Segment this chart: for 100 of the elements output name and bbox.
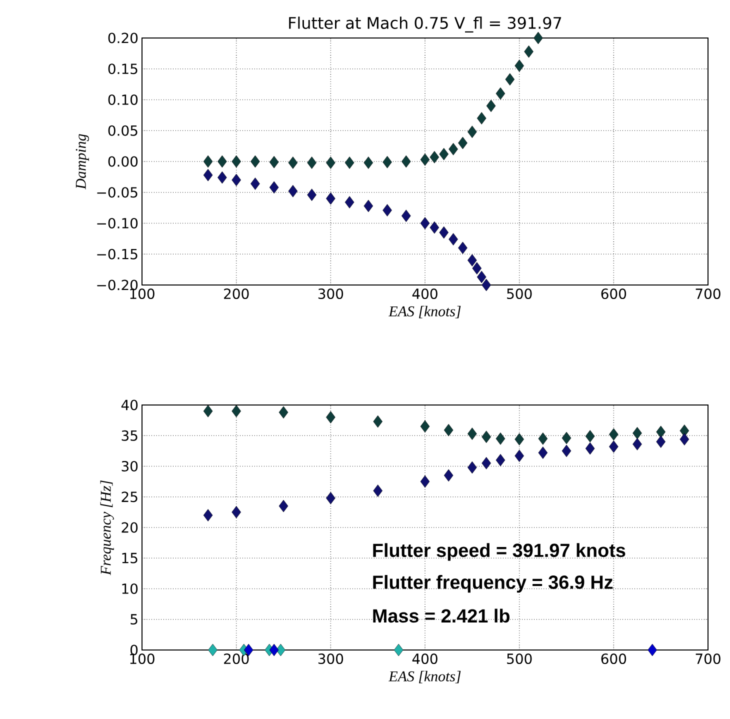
point	[468, 254, 477, 266]
point	[514, 450, 524, 462]
point	[468, 461, 477, 474]
point	[208, 644, 218, 656]
point	[420, 217, 430, 230]
point	[344, 196, 354, 208]
x-tick-label: 200	[224, 653, 249, 664]
point	[269, 181, 279, 194]
point	[288, 184, 298, 198]
y-axis-title: Frequency [Hz]	[100, 480, 114, 576]
point	[472, 262, 482, 274]
point	[278, 500, 288, 512]
y-tick-label: 10	[122, 583, 138, 594]
point	[307, 156, 316, 169]
point	[468, 428, 477, 440]
point	[458, 136, 468, 150]
x-axis-title: EAS [knots]	[388, 306, 461, 318]
point	[203, 168, 213, 182]
y-tick-label: 0.15	[108, 64, 138, 74]
annotation: Flutter speed = 391.97 knots	[373, 543, 626, 561]
x-tick-label: 700	[696, 653, 720, 664]
point	[373, 415, 382, 428]
y-tick-label: 15	[122, 552, 138, 564]
point	[250, 155, 260, 168]
point	[326, 492, 336, 504]
point	[632, 427, 642, 440]
point	[496, 432, 506, 445]
x-tick-label: 600	[601, 653, 626, 664]
point	[656, 436, 666, 448]
point	[278, 406, 288, 418]
x-tick-label: 500	[507, 653, 532, 664]
x-tick-label: 100	[130, 288, 154, 300]
point	[585, 430, 595, 442]
point	[648, 644, 658, 656]
y-tick-label: 5	[130, 614, 138, 625]
point	[609, 440, 618, 453]
point	[482, 430, 491, 443]
point	[218, 155, 227, 168]
point	[496, 87, 506, 100]
x-tick-label: 700	[696, 288, 720, 300]
point	[444, 424, 454, 436]
point	[382, 204, 392, 216]
point	[534, 32, 543, 44]
x-tick-label: 200	[224, 288, 249, 300]
point	[232, 404, 241, 418]
point	[476, 112, 486, 124]
point	[524, 45, 534, 58]
point	[448, 142, 458, 156]
y-tick-label: 0.00	[108, 156, 138, 167]
point	[373, 484, 382, 497]
point	[420, 475, 430, 488]
point	[468, 126, 477, 138]
point	[439, 148, 449, 160]
x-tick-label: 300	[318, 653, 344, 664]
point	[444, 469, 454, 482]
y-tick-label: −0.10	[97, 218, 138, 229]
y-tick-label: 35	[122, 430, 138, 441]
point	[482, 278, 491, 292]
point	[218, 171, 227, 184]
point	[538, 446, 548, 459]
point	[680, 433, 690, 446]
point	[250, 178, 260, 190]
y-tick-label: 0.05	[108, 125, 138, 136]
point	[394, 644, 404, 656]
point	[585, 442, 595, 455]
point	[364, 156, 374, 169]
x-tick-label: 300	[318, 288, 344, 300]
x-tick-label: 500	[507, 288, 532, 300]
point	[203, 404, 213, 418]
y-tick-label: 25	[122, 492, 138, 502]
point	[203, 509, 213, 522]
chart-title: Flutter at Mach 0.75 V_fl = 391.97	[289, 16, 562, 32]
point	[514, 60, 524, 72]
point	[562, 432, 572, 444]
point	[448, 233, 458, 246]
y-tick-label: −0.15	[97, 248, 138, 260]
y-tick-label: −0.20	[97, 280, 138, 290]
point	[420, 153, 430, 166]
y-tick-label: 0.20	[108, 32, 138, 44]
point	[562, 444, 572, 458]
point	[514, 433, 524, 446]
point	[420, 420, 430, 433]
point	[326, 192, 336, 205]
y-tick-label: 20	[122, 522, 138, 533]
point	[430, 151, 440, 164]
point	[656, 426, 666, 438]
point	[482, 457, 491, 470]
point	[505, 73, 515, 86]
x-tick-label: 400	[412, 653, 438, 664]
point	[458, 242, 468, 254]
annotation: Mass = 2.421 lb	[373, 608, 510, 623]
point	[680, 424, 690, 437]
point	[232, 506, 241, 518]
point	[269, 644, 279, 656]
point	[232, 174, 241, 186]
y-tick-label: 30	[122, 460, 138, 472]
point	[430, 221, 440, 234]
point	[269, 156, 279, 168]
annotation: Flutter frequency = 36.9 Hz	[373, 575, 613, 593]
y-tick-label: −0.05	[97, 187, 138, 198]
